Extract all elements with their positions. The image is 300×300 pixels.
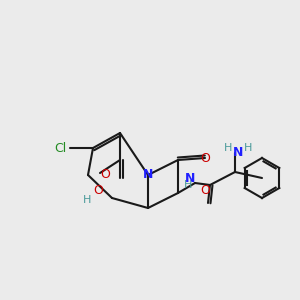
Text: N: N: [143, 169, 153, 182]
Text: O: O: [200, 152, 210, 164]
Text: H: H: [224, 143, 232, 153]
Text: H: H: [244, 143, 252, 153]
Text: N: N: [185, 172, 195, 184]
Text: N: N: [233, 146, 243, 160]
Text: O: O: [100, 169, 110, 182]
Text: O: O: [200, 184, 210, 196]
Text: Cl: Cl: [54, 142, 66, 154]
Text: O: O: [93, 184, 103, 196]
Text: H: H: [184, 180, 192, 190]
Text: H: H: [83, 195, 91, 205]
